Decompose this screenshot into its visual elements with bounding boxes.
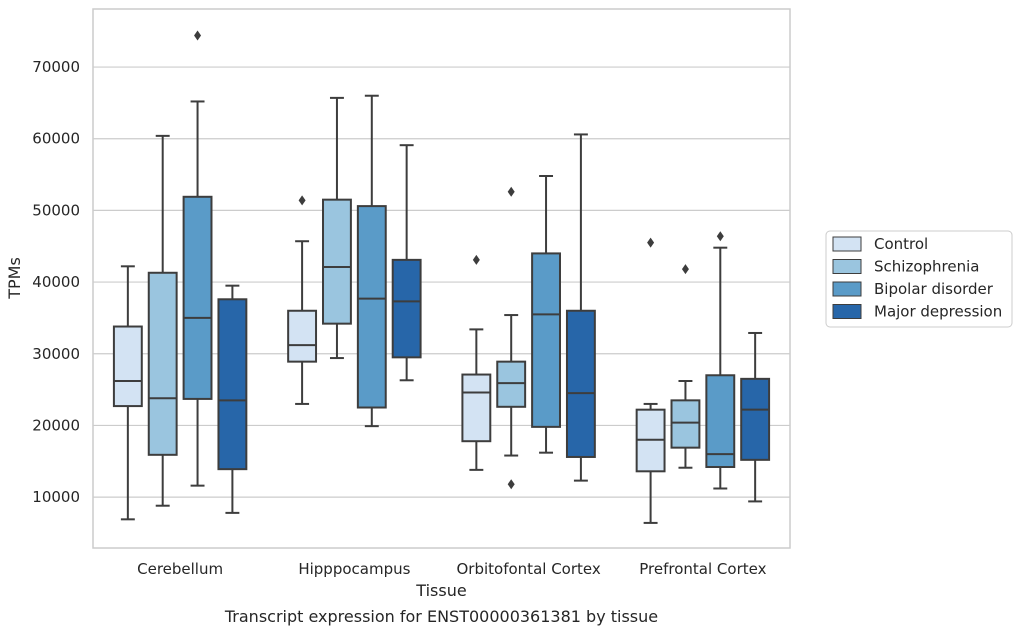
x-tick-label-prefrontal-cortex: Prefrontal Cortex [639, 560, 766, 578]
legend-item-schizophrenia: Schizophrenia [832, 258, 979, 276]
x-tick-label-cerebellum: Cerebellum [137, 560, 223, 578]
legend-label: Major depression [874, 303, 1002, 321]
iqr-box [147, 271, 178, 456]
iqr-box [182, 195, 213, 400]
y-tick-label-10000: 10000 [32, 488, 80, 506]
box-bipolar-disorder-hipppocampus [356, 94, 387, 428]
box-major-depression-prefrontal-cortex [740, 331, 771, 503]
plot-area-frame [92, 8, 791, 549]
legend-item-major-depression: Major depression [832, 303, 1002, 321]
box-major-depression-orbitofontal-cortex [565, 133, 596, 482]
y-tick-labels: 10000 20000 30000 40000 50000 60000 70000 [32, 58, 80, 506]
iqr-box [496, 360, 527, 408]
iqr-box [391, 258, 422, 359]
box-bipolar-disorder-cerebellum [182, 30, 213, 487]
y-tick-label-20000: 20000 [32, 416, 80, 434]
iqr-box [322, 198, 352, 325]
iqr-box [705, 374, 736, 469]
x-tick-label-hipppocampus: Hipppocampus [298, 560, 410, 578]
iqr-box [670, 399, 701, 449]
box-schizophrenia-prefrontal-cortex [670, 264, 701, 469]
legend-label: Control [874, 235, 928, 253]
x-tick-labels: Cerebellum Hipppocampus Orbitofontal Corte… [137, 560, 766, 578]
y-tick-label-40000: 40000 [32, 273, 80, 291]
x-tick-label-orbitofontal-cortex: Orbitofontal Cortex [457, 560, 601, 578]
iqr-box [740, 377, 771, 461]
legend-swatch [832, 236, 862, 252]
box-schizophrenia-hipppocampus [322, 96, 352, 360]
outlier-point-1 [507, 186, 515, 197]
iqr-box [461, 373, 492, 443]
y-tick-label-30000: 30000 [32, 345, 80, 363]
legend-item-bipolar-disorder: Bipolar disorder [832, 280, 994, 298]
x-axis-label: Tissue [415, 581, 466, 600]
legend-item-control: Control [832, 235, 928, 253]
box-bipolar-disorder-orbitofontal-cortex [531, 175, 561, 454]
box-control-prefrontal-cortex [635, 237, 666, 524]
outlier-point-0 [681, 264, 689, 275]
legend-swatch [832, 281, 862, 297]
outlier-point-0 [298, 195, 306, 206]
outlier-point-0 [472, 254, 480, 265]
box-major-depression-hipppocampus [391, 144, 422, 382]
y-tick-label-70000: 70000 [32, 58, 80, 76]
iqr-box [217, 298, 248, 471]
outlier-point-0 [716, 231, 724, 242]
legend-frame [825, 230, 1013, 328]
legend-label: Bipolar disorder [874, 280, 994, 298]
legend-swatch [832, 304, 862, 319]
iqr-box [287, 309, 318, 363]
box-major-depression-cerebellum [217, 284, 248, 514]
boxes [112, 30, 771, 524]
y-axis-label: TPMs [5, 257, 24, 300]
box-control-cerebellum [112, 265, 143, 521]
outlier-point-0 [647, 237, 655, 248]
chart-caption: Transcript expression for ENST0000036138… [224, 607, 658, 626]
box-bipolar-disorder-prefrontal-cortex [705, 231, 736, 490]
iqr-box [531, 252, 561, 428]
box-schizophrenia-orbitofontal-cortex [496, 186, 527, 490]
legend-swatch [832, 259, 862, 274]
iqr-box [112, 325, 143, 408]
legend: Control Schizophrenia Bipolar disorder Majo… [825, 230, 1013, 328]
iqr-box [565, 309, 596, 458]
y-tick-label-60000: 60000 [32, 130, 80, 148]
box-control-orbitofontal-cortex [461, 254, 492, 471]
iqr-box [356, 205, 387, 409]
outlier-point-0 [507, 479, 515, 490]
box-schizophrenia-cerebellum [147, 134, 178, 507]
box-control-hipppocampus [287, 195, 318, 405]
legend-label: Schizophrenia [874, 258, 979, 276]
y-tick-label-50000: 50000 [32, 201, 80, 219]
outlier-point-0 [194, 30, 202, 41]
